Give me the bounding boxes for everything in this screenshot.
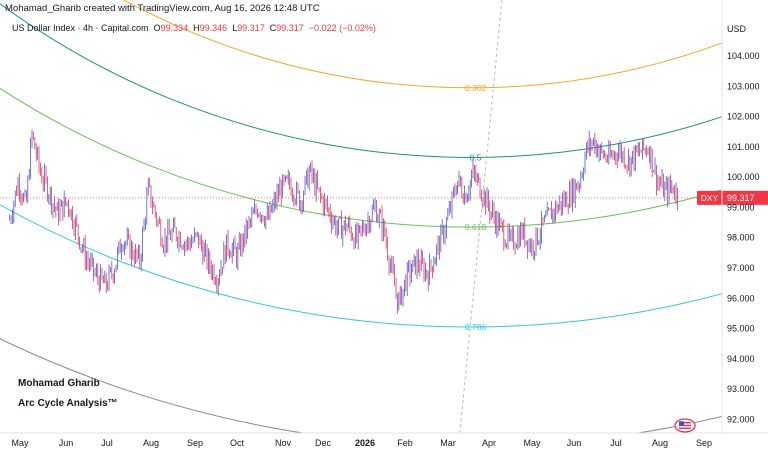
y-tick-label: 103.000	[727, 81, 760, 91]
high-label: H	[193, 23, 200, 33]
watermark-author: Mohamad Gharib	[18, 378, 100, 389]
symbol-badge-label: DXY	[701, 193, 719, 203]
y-tick-label: 92.000	[727, 414, 755, 424]
x-tick-label: Jun	[59, 438, 74, 448]
y-tick-label: 101.000	[727, 142, 760, 152]
currency-label: USD	[727, 24, 747, 34]
y-tick-label: 95.000	[727, 324, 755, 334]
high-value: 99.346	[199, 23, 228, 33]
y-tick-label: 100.000	[727, 172, 760, 182]
change-value: −0.022 (−0.02%)	[308, 23, 376, 33]
x-tick-label: Apr	[482, 438, 496, 448]
y-tick-label: 99.000	[727, 202, 755, 212]
x-tick-label: Mar	[440, 438, 456, 448]
arc-0618	[0, 87, 722, 228]
y-tick-label: 102.000	[727, 112, 760, 122]
arc-05	[0, 2, 722, 158]
symbol-name: US Dollar Index · 4h · Capital.com	[12, 23, 149, 33]
close-value: 99.317	[276, 23, 304, 33]
last-price-label: 99.317	[727, 193, 755, 203]
y-tick-label: 97.000	[727, 263, 755, 273]
x-tick-label: Oct	[230, 438, 245, 448]
arc-0786	[0, 204, 722, 328]
price-series	[9, 129, 678, 314]
x-tick-label: Sep	[187, 438, 203, 448]
arc-label: 0.5	[470, 152, 482, 162]
arc-0382	[123, 0, 722, 89]
arc-label: 0.382	[465, 83, 487, 93]
x-tick-label: Jun	[567, 438, 582, 448]
symbol-badge	[697, 190, 722, 205]
us-flag-icon[interactable]	[674, 418, 696, 433]
chart-overlays: DXY 99.317	[0, 0, 768, 434]
x-tick-label: Jul	[610, 438, 622, 448]
y-tick-label: 98.000	[727, 233, 755, 243]
symbol-legend: US Dollar Index · 4h · Capital.com O99.3…	[12, 23, 376, 33]
open-value: 99.334	[160, 23, 189, 33]
x-tick-label: May	[523, 438, 541, 448]
x-tick-label: Sep	[696, 438, 712, 448]
x-tick-label: May	[11, 438, 29, 448]
y-tick-label: 93.000	[727, 384, 755, 394]
y-tick-label: 104.000	[727, 51, 760, 61]
low-value: 99.317	[237, 23, 265, 33]
y-tick-label: 96.000	[727, 293, 755, 303]
cycle-guide-line	[459, 0, 503, 434]
last-price-badge	[722, 190, 768, 205]
x-tick-label: Dec	[315, 438, 332, 448]
open-label: O	[153, 23, 161, 33]
x-tick-label: Jul	[101, 438, 113, 448]
chart-credit: Mohamad_Gharib created with TradingView.…	[5, 3, 320, 14]
arc-label: 0.618	[465, 222, 487, 232]
close-label: C	[269, 23, 277, 33]
low-label: L	[232, 23, 238, 33]
fib-arcs: 0.382 0.5 0.618 0.786	[0, 0, 722, 433]
x-tick-label: Nov	[275, 438, 292, 448]
x-tick-label: Feb	[397, 438, 413, 448]
arc-label: 0.786	[465, 322, 487, 332]
x-tick-label: 2026	[355, 438, 375, 448]
y-tick-label: 94.000	[727, 354, 755, 364]
x-tick-label: Aug	[652, 438, 668, 448]
watermark-title: Arc Cycle Analysis™	[18, 398, 118, 409]
x-tick-label: Aug	[143, 438, 159, 448]
